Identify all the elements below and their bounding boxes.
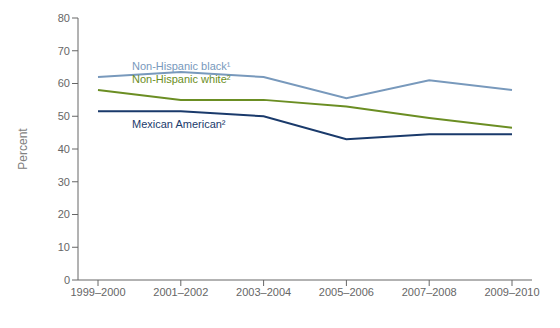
svg-text:10: 10: [58, 241, 70, 253]
svg-text:40: 40: [58, 143, 70, 155]
svg-text:30: 30: [58, 176, 70, 188]
svg-text:20: 20: [58, 208, 70, 220]
svg-text:2001–2002: 2001–2002: [153, 286, 208, 298]
svg-text:80: 80: [58, 12, 70, 24]
svg-text:Mexican American²: Mexican American²: [132, 118, 226, 130]
svg-text:2007–2008: 2007–2008: [402, 286, 457, 298]
svg-text:50: 50: [58, 110, 70, 122]
svg-text:70: 70: [58, 45, 70, 57]
svg-text:2005–2006: 2005–2006: [319, 286, 374, 298]
svg-text:1999–2000: 1999–2000: [70, 286, 125, 298]
svg-text:60: 60: [58, 77, 70, 89]
svg-text:0: 0: [64, 274, 70, 286]
svg-text:2009–2010: 2009–2010: [484, 286, 539, 298]
svg-text:2003–2004: 2003–2004: [236, 286, 291, 298]
svg-text:Non-Hispanic white²: Non-Hispanic white²: [132, 73, 231, 85]
svg-text:Percent: Percent: [16, 128, 30, 170]
svg-text:Non-Hispanic black¹: Non-Hispanic black¹: [132, 60, 231, 72]
